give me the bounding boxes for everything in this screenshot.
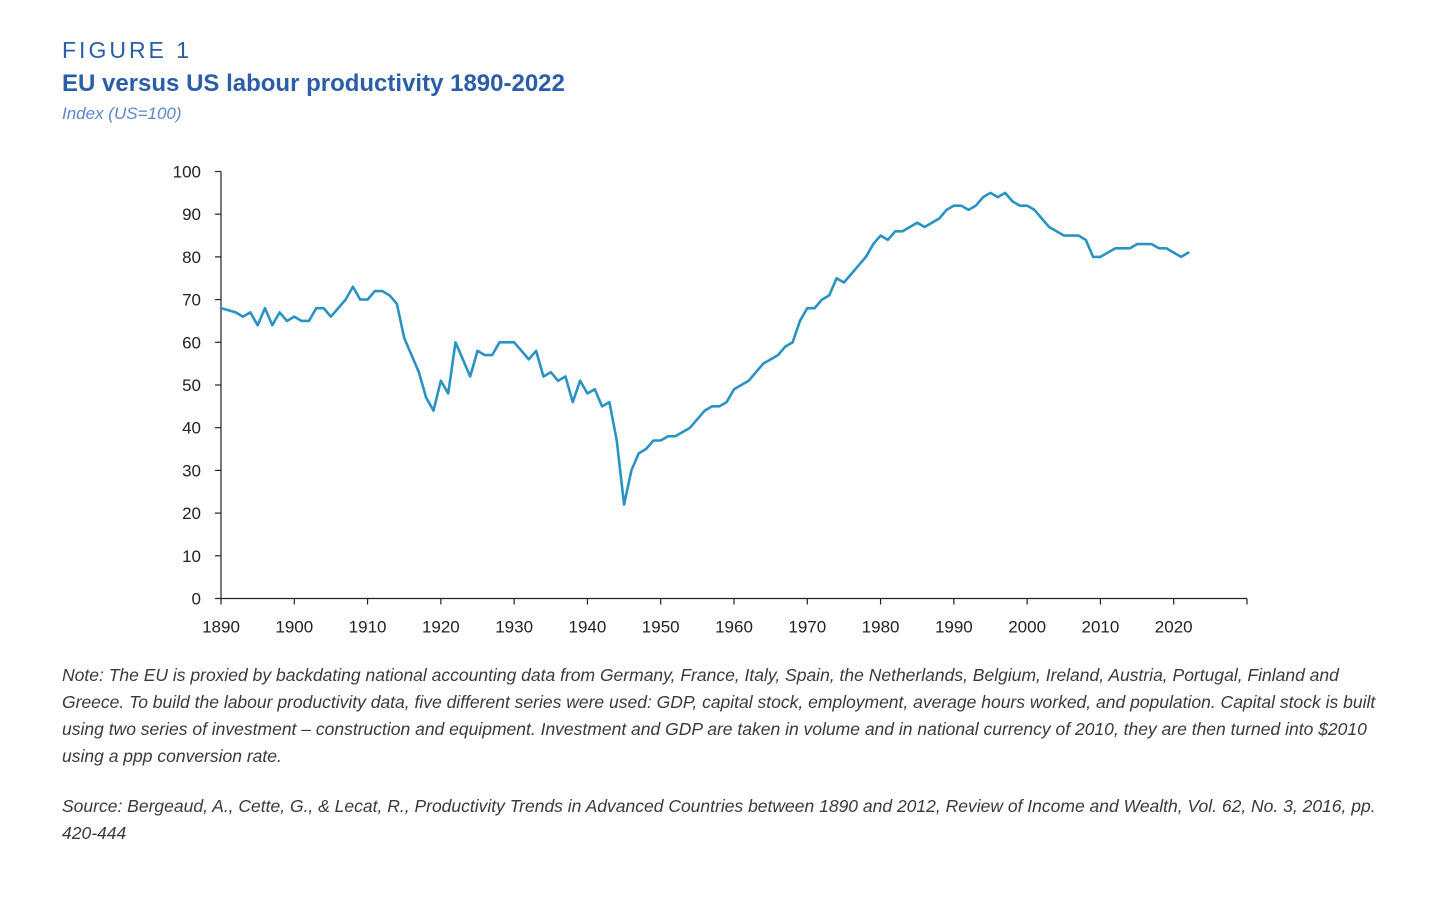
y-tick-label: 70 xyxy=(182,291,201,310)
y-tick-label: 10 xyxy=(182,547,201,566)
y-axis: 0 10 20 30 40 50 60 70 80 90 100 xyxy=(173,163,222,609)
figure-label: FIGURE 1 xyxy=(62,37,193,63)
x-tick-label: 1890 xyxy=(202,618,240,637)
x-tick-label: 2010 xyxy=(1082,618,1120,637)
y-tick-label: 100 xyxy=(173,163,201,182)
x-tick-label: 1900 xyxy=(275,618,313,637)
y-tick-label: 80 xyxy=(182,248,201,267)
chart-title: EU versus US labour productivity 1890-20… xyxy=(62,70,565,97)
y-tick-label: 90 xyxy=(182,205,201,224)
x-tick-label: 1960 xyxy=(715,618,753,637)
y-tick-label: 40 xyxy=(182,419,201,438)
chart-note: Note: The EU is proxied by backdating na… xyxy=(62,665,1376,766)
series-layer xyxy=(219,191,1190,506)
x-tick-label: 1940 xyxy=(569,618,607,637)
x-tick-label: 1930 xyxy=(495,618,533,637)
x-tick-label: 2020 xyxy=(1155,618,1193,637)
x-tick-label: 1950 xyxy=(642,618,680,637)
y-tick-label: 0 xyxy=(192,590,201,609)
chart-source: Source: Bergeaud, A., Cette, G., & Lecat… xyxy=(62,796,1376,843)
x-tick-label: 2000 xyxy=(1008,618,1046,637)
series-line xyxy=(219,191,1190,506)
x-tick-label: 1910 xyxy=(349,618,387,637)
x-tick-label: 1980 xyxy=(862,618,900,637)
x-tick-label: 1920 xyxy=(422,618,460,637)
x-tick-label: 1990 xyxy=(935,618,973,637)
x-axis: 1890 1900 1910 1920 1930 1940 1950 1960 1970 1980… xyxy=(202,597,1248,637)
y-tick-label: 60 xyxy=(182,333,201,352)
y-tick-label: 30 xyxy=(182,461,201,480)
x-tick-label: 1970 xyxy=(788,618,826,637)
y-tick-label: 50 xyxy=(182,376,201,395)
y-tick-label: 20 xyxy=(182,504,201,523)
chart-subtitle: Index (US=100) xyxy=(62,104,182,123)
